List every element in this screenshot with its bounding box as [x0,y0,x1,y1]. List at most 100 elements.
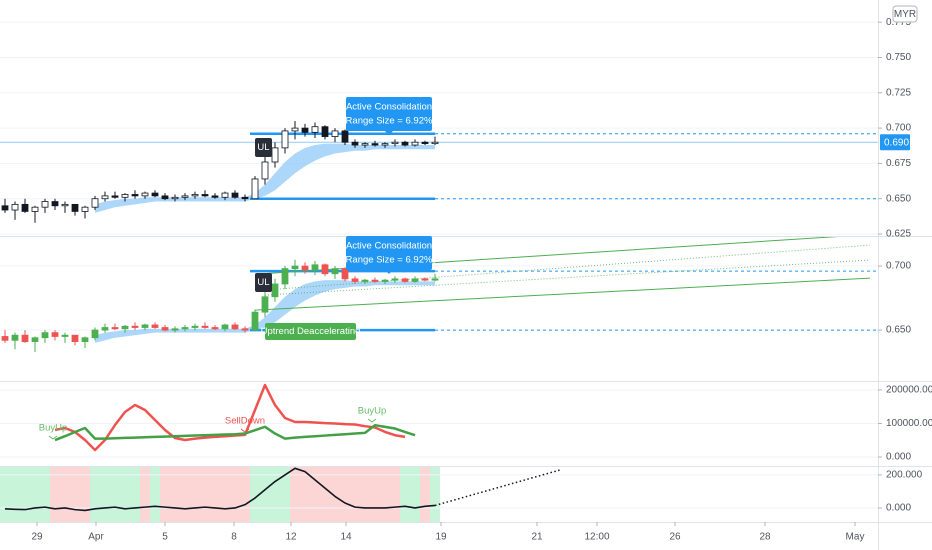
y-tick-label: 0.650 [886,325,911,336]
signal-arrow [367,418,377,423]
candle-body [421,278,429,281]
x-tick-label: 8 [231,532,237,543]
candle-body [411,141,419,146]
candle-body [341,130,349,143]
consolidation-label: Active Consolidation [346,241,432,252]
candle-body [211,327,219,330]
x-tick-label: 26 [669,532,681,543]
candle-body [321,264,329,275]
candle-body [91,198,99,208]
background-band [300,467,310,522]
background-band [370,467,380,522]
background-band [190,467,200,522]
projection-line [434,469,561,507]
background-band [150,467,160,522]
candle-body [141,324,149,328]
y-tick-label: 0.650 [886,193,911,204]
candle-body [131,194,139,197]
candle-body [251,178,259,200]
consolidation-box [346,97,432,131]
candle-body [81,337,89,342]
candle-body [201,194,209,197]
background-band [430,467,440,522]
background-band [170,467,180,522]
ul-box [255,273,272,292]
candle-body [241,196,249,200]
candle-body [161,327,169,331]
candle-body [241,328,249,331]
candle-body [101,327,109,331]
background-band [270,467,280,522]
background-band [280,467,290,522]
background-band [380,467,390,522]
background-band [40,467,50,522]
background-band [100,467,110,522]
candle-body [171,196,179,200]
price-pane [0,21,878,235]
series-line [54,383,406,452]
candle-body [341,268,349,280]
consolidation-label: Active Consolidation [346,102,432,113]
signal-pane [0,237,878,352]
trend-line [264,244,871,291]
y-tick-label: 200000.000 [886,385,932,396]
background-band [160,467,170,522]
candle-body [261,296,269,313]
candle-body [91,329,99,339]
background-band [240,467,250,522]
candle-body [181,195,189,198]
x-tick-label: 5 [162,532,168,543]
y-tick-label: 0.725 [886,87,911,98]
background-band [120,467,130,522]
candle-body [281,268,289,285]
candle-body [151,192,159,197]
candle-body [321,126,329,137]
x-tick-label: 21 [531,532,543,543]
annotations: MYR Active Consolidation (Range Size = 6… [39,5,918,507]
x-tick-label: 14 [340,532,352,543]
candle-body [381,279,389,282]
background-band [110,467,120,522]
background-band [400,467,410,522]
background-band [0,467,10,522]
candle-body [101,195,109,200]
background-band [360,467,370,522]
x-tick-label: 12 [285,532,297,543]
background-band [350,467,360,522]
candle-body [401,278,409,282]
candle-body [131,325,139,328]
candle-body [21,334,29,342]
candle-body [371,279,379,282]
currency-box [892,5,918,23]
candle-body [171,328,179,331]
candle-body [61,334,69,337]
candle-body [201,325,209,328]
candle-body [151,324,159,328]
x-tick-label: 12:00 [584,532,609,543]
y-tick-label: 0.700 [886,123,911,134]
ul-box [255,138,272,157]
trend-line [254,277,871,311]
trend-line [264,259,871,296]
momentum-pane [0,467,878,522]
trend-label: Uptrend Deaccelerating [261,326,361,337]
candle-body [11,203,19,211]
candle-body [291,265,299,270]
signal-label: BuyUp [39,423,68,434]
background-band [390,467,400,522]
candle-body [301,127,309,133]
candle-body [271,147,279,163]
signal-arrow [240,428,250,433]
candle-body [31,337,39,342]
y-tick-label: 0.700 [886,261,911,272]
candle-body [1,205,9,211]
background-band [200,467,210,522]
ul-label: UL [257,277,269,288]
trend-box [265,323,356,340]
background-band [80,467,90,522]
y-tick-label: 0.625 [886,229,911,240]
candle-body [21,203,29,212]
candle-body [281,130,289,149]
y-tick-label: 0.675 [886,158,911,169]
last-price-tag [880,134,910,151]
